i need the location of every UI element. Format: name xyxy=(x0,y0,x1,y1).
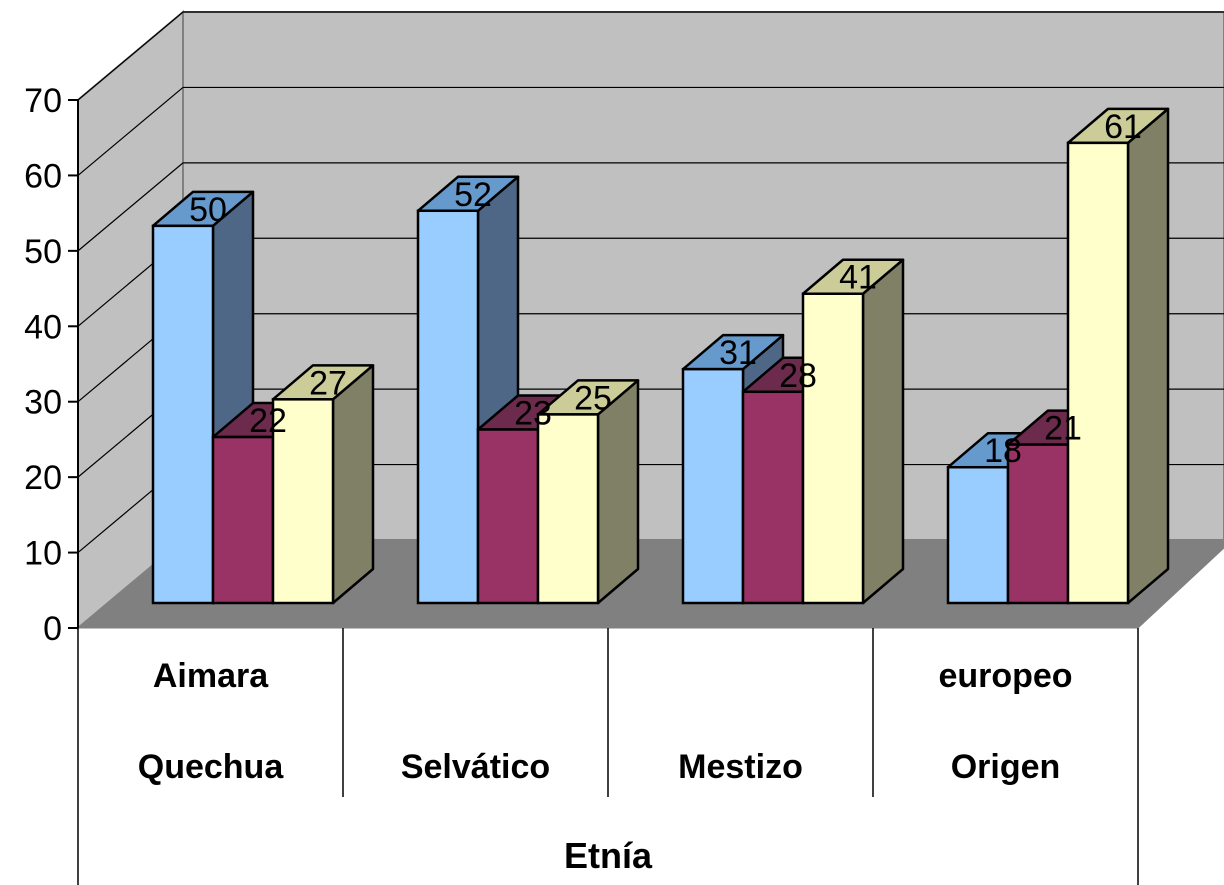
y-tick-label: 50 xyxy=(24,233,62,271)
data-label: 18 xyxy=(984,432,1022,470)
y-tick-label: 10 xyxy=(24,535,62,573)
category-label: Quechua xyxy=(138,748,285,786)
category-label: Mestizo xyxy=(678,748,803,786)
data-label: 50 xyxy=(189,191,227,229)
y-tick-label: 20 xyxy=(24,459,62,497)
category-label: Selvático xyxy=(401,748,550,786)
y-tick-label: 40 xyxy=(24,308,62,346)
data-label: 21 xyxy=(1044,410,1082,448)
y-tick-label: 30 xyxy=(24,384,62,422)
x-axis-title: Etnía xyxy=(564,835,653,876)
y-axis: 0 10 20 30 40 50 60 70 xyxy=(24,82,79,648)
bar xyxy=(741,390,805,605)
y-tick-label: 70 xyxy=(24,82,62,120)
data-label: 28 xyxy=(779,357,817,395)
gridline-side xyxy=(77,86,184,176)
category-label: europeo xyxy=(938,657,1072,695)
data-label: 41 xyxy=(839,259,877,297)
x-axis: Aimara Quechua Selvático Mestizo europeo Orig… xyxy=(77,628,1139,885)
category-label: Origen xyxy=(951,748,1061,786)
bar xyxy=(416,209,480,605)
data-label: 31 xyxy=(719,334,757,372)
data-label: 25 xyxy=(574,379,612,417)
bar xyxy=(536,413,600,605)
bar-side xyxy=(861,258,905,605)
bar xyxy=(1006,443,1070,605)
data-label: 27 xyxy=(309,364,347,402)
bar xyxy=(271,398,335,605)
data-label: 22 xyxy=(249,402,287,440)
y-tick-label: 60 xyxy=(24,157,62,195)
bars xyxy=(151,107,1170,605)
data-label: 52 xyxy=(454,176,492,214)
bar xyxy=(211,435,275,605)
bar-side xyxy=(1126,107,1170,605)
gridline-side xyxy=(77,11,184,101)
bar xyxy=(801,292,865,605)
bar xyxy=(1066,141,1130,605)
gridline-side xyxy=(77,162,184,252)
data-label: 61 xyxy=(1104,108,1142,146)
bar xyxy=(151,224,215,605)
data-label: 23 xyxy=(514,395,552,433)
data-labels: 50 22 27 52 23 25 31 28 41 18 21 61 xyxy=(189,108,1142,470)
y-tick-label: 0 xyxy=(43,610,62,648)
bar xyxy=(946,465,1010,605)
bar xyxy=(681,367,745,605)
category-label: Aimara xyxy=(153,657,269,695)
bar xyxy=(476,428,540,605)
